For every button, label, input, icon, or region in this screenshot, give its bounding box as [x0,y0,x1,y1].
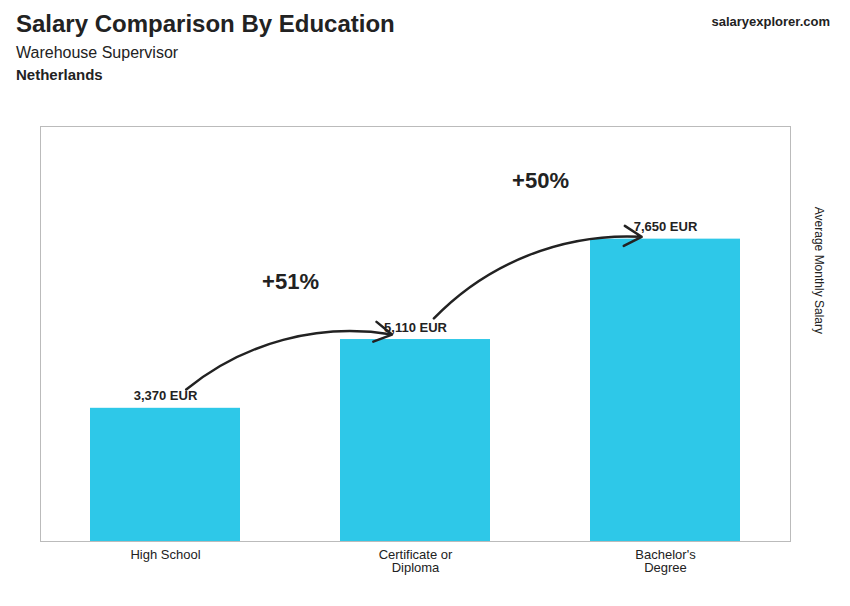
svg-text:Average Monthly Salary: Average Monthly Salary [812,207,826,334]
html-text:salaryexplorer.com: salaryexplorer.com [711,14,830,29]
svg-text:Bachelor'sDegree: Bachelor'sDegree [635,547,696,575]
svg-text:3,370 EUR: 3,370 EUR [134,388,198,403]
svg-text:+51%: +51% [262,269,319,294]
svg-text:+50%: +50% [512,168,569,193]
svg-text:Certificate orDiploma: Certificate orDiploma [379,547,453,575]
svg-text:5,110 EUR: 5,110 EUR [384,320,447,335]
html-text:Netherlands: Netherlands [16,66,103,83]
html-text:Salary Comparison By Education: Salary Comparison By Education [16,10,395,37]
svg-text:High School: High School [130,547,200,562]
svg-text:7,650 EUR: 7,650 EUR [634,219,698,234]
html-text:Warehouse Supervisor: Warehouse Supervisor [16,44,179,61]
